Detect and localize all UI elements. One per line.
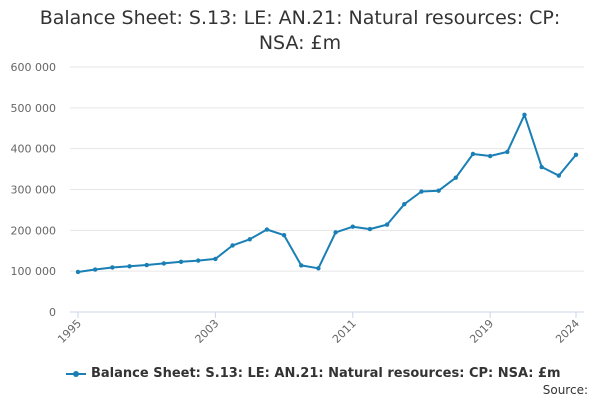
data-point[interactable] bbox=[92, 267, 98, 272]
data-point[interactable] bbox=[539, 164, 544, 170]
x-tick-label: 2019 bbox=[467, 317, 496, 346]
legend[interactable]: Balance Sheet: S.13: LE: AN.21: Natural … bbox=[66, 366, 561, 381]
data-point[interactable] bbox=[384, 222, 390, 227]
x-tick-label: 2011 bbox=[330, 317, 359, 346]
data-point[interactable] bbox=[350, 224, 355, 229]
data-point[interactable] bbox=[144, 262, 149, 268]
legend-line-marker-icon bbox=[66, 370, 86, 377]
data-point[interactable] bbox=[402, 202, 407, 207]
data-point[interactable] bbox=[333, 230, 338, 235]
data-point[interactable] bbox=[196, 258, 201, 263]
data-point[interactable] bbox=[161, 261, 167, 266]
data-point[interactable] bbox=[522, 112, 527, 117]
y-tick-label: 0 bbox=[49, 306, 56, 319]
x-axis: 1995 2003 2011 2019 2024 bbox=[55, 311, 584, 346]
data-point[interactable] bbox=[281, 233, 287, 238]
data-point[interactable] bbox=[316, 266, 321, 271]
y-tick-label: 300 000 bbox=[11, 184, 57, 197]
y-tick-label: 600 000 bbox=[11, 61, 57, 74]
data-point[interactable] bbox=[213, 256, 218, 262]
series-layer bbox=[75, 112, 579, 275]
data-point[interactable] bbox=[367, 226, 373, 232]
y-axis: 0 100 000 200 000 300 000 400 000 500 000 600 … bbox=[11, 61, 57, 319]
y-tick-label: 100 000 bbox=[11, 265, 57, 278]
data-point[interactable] bbox=[419, 189, 424, 194]
data-point[interactable] bbox=[470, 151, 476, 157]
data-point[interactable] bbox=[247, 237, 252, 242]
y-tick-label: 400 000 bbox=[11, 143, 57, 156]
data-point[interactable] bbox=[453, 175, 458, 180]
data-point[interactable] bbox=[573, 152, 579, 157]
x-tick-label: 1995 bbox=[55, 317, 84, 346]
data-point[interactable] bbox=[299, 263, 304, 268]
data-point[interactable] bbox=[75, 269, 81, 275]
data-point[interactable] bbox=[264, 227, 270, 232]
chart-title: Balance Sheet: S.13: LE: AN.21: Natural … bbox=[39, 7, 561, 54]
source-label: Source: bbox=[542, 383, 588, 397]
data-point[interactable] bbox=[127, 264, 132, 269]
data-point[interactable] bbox=[230, 243, 235, 248]
data-point[interactable] bbox=[505, 149, 510, 155]
series-line[interactable] bbox=[77, 113, 577, 273]
y-tick-label: 500 000 bbox=[11, 102, 57, 115]
x-tick-label: 2003 bbox=[193, 317, 222, 346]
data-point[interactable] bbox=[487, 153, 493, 159]
x-tick-label: 2024 bbox=[553, 317, 582, 346]
data-point[interactable] bbox=[110, 265, 115, 270]
legend-label: Balance Sheet: S.13: LE: AN.21: Natural … bbox=[91, 366, 561, 381]
y-tick-label: 200 000 bbox=[11, 224, 57, 237]
grid-layer bbox=[70, 66, 584, 313]
data-point[interactable] bbox=[178, 259, 184, 264]
data-point[interactable] bbox=[556, 173, 562, 178]
data-point[interactable] bbox=[436, 188, 441, 193]
